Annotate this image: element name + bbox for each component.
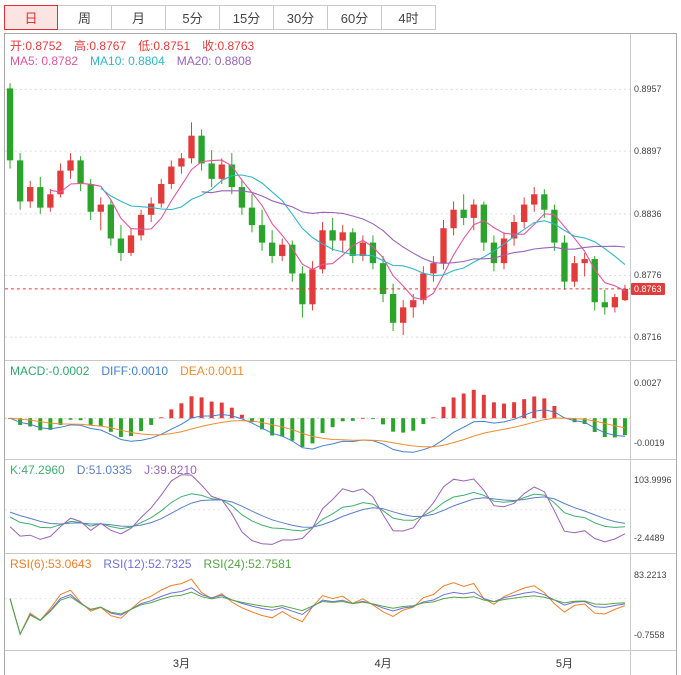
price-axis-label: 0.8776 (634, 270, 662, 281)
rsi-axis: 83.2213 -0.7558 (630, 554, 676, 650)
x-axis-label: 3月 (172, 658, 190, 670)
tab-month[interactable]: 月 (112, 5, 166, 30)
kdj-header: K:47.2960 D:51.0335 J:39.8210 (10, 463, 197, 477)
kdj-axis-max: 103.9996 (634, 475, 672, 486)
rsi-plot[interactable]: RSI(6):53.0643 RSI(12):52.7325 RSI(24):5… (5, 554, 630, 650)
price-axis-label: 0.8897 (634, 146, 662, 157)
tab-week[interactable]: 周 (58, 5, 112, 30)
price-axis-label: 0.8957 (634, 84, 662, 95)
close-value: 收:0.8763 (202, 39, 255, 53)
main-panel: 开:0.8752 高:0.8767 低:0.8751 收:0.8763 MA5:… (5, 34, 676, 361)
macd-panel: MACD:-0.0002 DIFF:0.0010 DEA:0.0011 0.00… (5, 361, 676, 460)
price-axis-label: 0.8716 (634, 332, 662, 343)
j-value: J:39.8210 (144, 463, 197, 477)
x-axis-labels: 3月 4月 5月 (5, 651, 630, 675)
ma5-value: MA5: 0.8782 (10, 54, 79, 68)
tab-30min[interactable]: 30分 (274, 5, 328, 30)
rsi-panel: RSI(6):53.0643 RSI(12):52.7325 RSI(24):5… (5, 554, 676, 651)
current-price-tag: 0.8763 (631, 282, 665, 295)
x-axis-label: 5月 (555, 658, 574, 670)
rsi-header: RSI(6):53.0643 RSI(12):52.7325 RSI(24):5… (10, 557, 292, 571)
macd-axis: 0.0027 -0.0019 (630, 361, 676, 459)
d-value: D:51.0335 (76, 463, 133, 477)
open-value: 开:0.8752 (10, 39, 63, 53)
timeframe-tabs: 日周月 5分 15分 30分 60分 4时 (4, 5, 677, 30)
diff-value: DIFF:0.0010 (101, 364, 169, 378)
macd-header: MACD:-0.0002 DIFF:0.0010 DEA:0.0011 (10, 364, 244, 378)
price-axis: 0.8763 0.8957 0.8897 0.8836 0.8776 0.8716 (630, 34, 676, 360)
ohlc-header: 开:0.8752 高:0.8767 低:0.8751 收:0.8763 (10, 37, 254, 54)
rsi-axis-max: 83.2213 (634, 570, 667, 581)
low-value: 低:0.8751 (138, 39, 191, 53)
rsi-axis-min: -0.7558 (634, 629, 665, 640)
tab-4hour[interactable]: 4时 (382, 5, 436, 30)
chart-box: 开:0.8752 高:0.8767 低:0.8751 收:0.8763 MA5:… (4, 33, 677, 675)
kdj-axis-min: -2.4489 (634, 533, 665, 544)
macd-value: MACD:-0.0002 (10, 364, 90, 378)
x-axis-strip: 3月 4月 5月 (5, 651, 676, 675)
x-axis-corner (630, 651, 676, 675)
ma10-value: MA10: 0.8804 (90, 54, 165, 68)
tab-5min[interactable]: 5分 (166, 5, 220, 30)
ma-header: MA5: 0.8782 MA10: 0.8804 MA20: 0.8808 (10, 54, 251, 68)
macd-axis-max: 0.0027 (634, 377, 662, 388)
rsi24-value: RSI(24):52.7581 (203, 557, 292, 571)
dea-value: DEA:0.0011 (180, 364, 244, 378)
ma20-value: MA20: 0.8808 (176, 54, 252, 68)
high-value: 高:0.8767 (74, 39, 127, 53)
macd-axis-min: -0.0019 (634, 438, 665, 449)
tab-day[interactable]: 日 (4, 5, 58, 30)
k-value: K:47.2960 (10, 463, 65, 477)
x-axis-label: 4月 (374, 658, 392, 670)
tab-60min[interactable]: 60分 (328, 5, 382, 30)
tab-15min[interactable]: 15分 (220, 5, 274, 30)
macd-plot[interactable]: MACD:-0.0002 DIFF:0.0010 DEA:0.0011 (5, 361, 630, 459)
candlestick-plot[interactable]: 开:0.8752 高:0.8767 低:0.8751 收:0.8763 MA5:… (5, 34, 630, 360)
price-axis-label: 0.8836 (634, 208, 662, 219)
kdj-plot[interactable]: K:47.2960 D:51.0335 J:39.8210 (5, 460, 630, 553)
rsi6-value: RSI(6):53.0643 (10, 557, 92, 571)
rsi12-value: RSI(12):52.7325 (103, 557, 192, 571)
kdj-axis: 103.9996 -2.4489 (630, 460, 676, 553)
kdj-panel: K:47.2960 D:51.0335 J:39.8210 103.9996 -… (5, 460, 676, 554)
